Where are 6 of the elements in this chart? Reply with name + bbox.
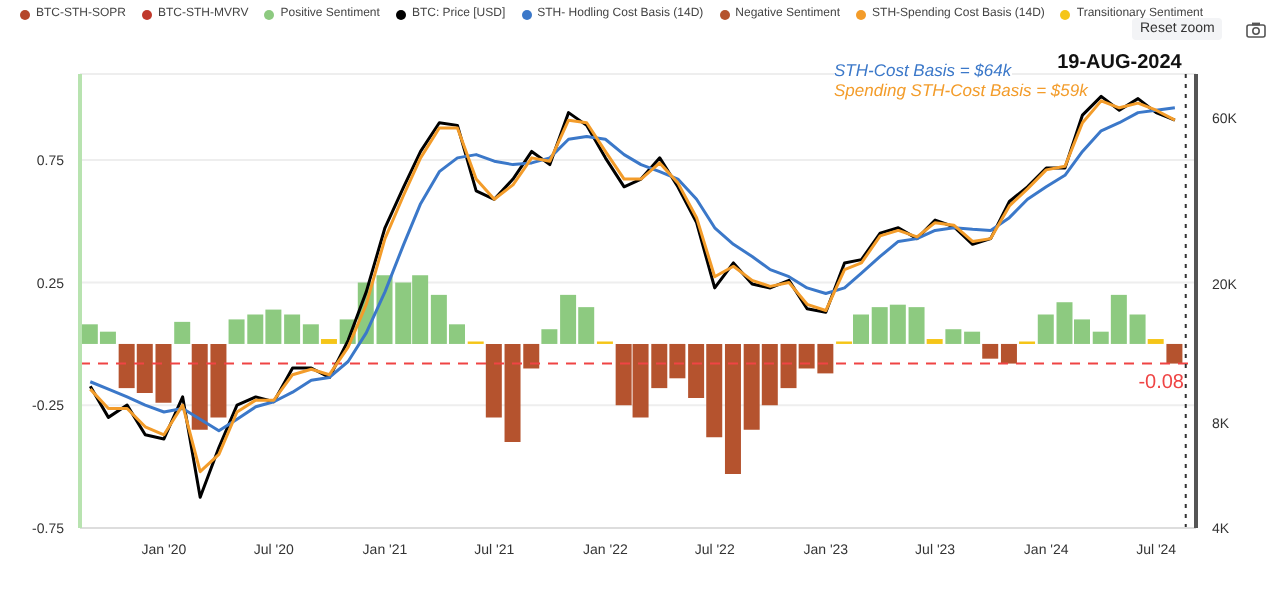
annotation: STH-Cost Basis = $64k (834, 60, 1012, 80)
ref-line-label: 19-AUG-2024 (1057, 52, 1183, 74)
bar (174, 321, 191, 344)
annotation: Spending STH-Cost Basis = $59k (834, 80, 1088, 100)
ref-line-label: -0.08 (1138, 371, 1185, 394)
bar (1166, 343, 1183, 364)
